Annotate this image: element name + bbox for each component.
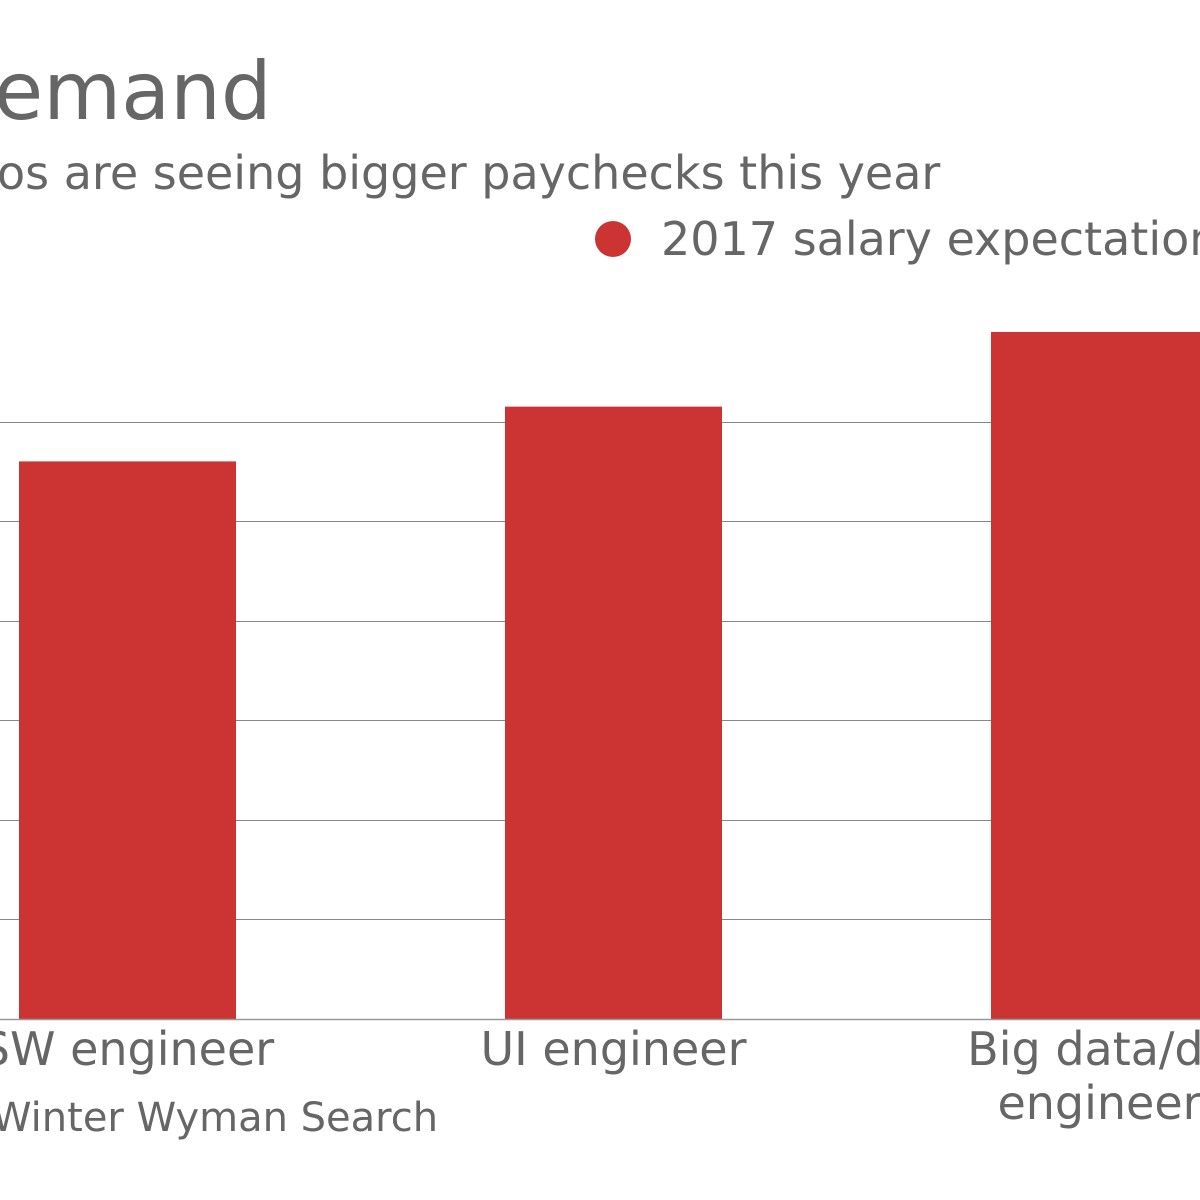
x-tick-label-2: Big data/daengineer bbox=[800, 1022, 1200, 1130]
bar-1 bbox=[505, 406, 722, 1019]
bar-2 bbox=[991, 331, 1200, 1019]
chart-subtitle: os are seeing bigger paychecks this year bbox=[0, 146, 941, 200]
source-note: Winter Wyman Search bbox=[0, 1095, 439, 1141]
x-tick-line: Big data/da bbox=[967, 1022, 1200, 1076]
legend: 2017 salary expectation bbox=[595, 214, 1200, 264]
legend-label: 2017 salary expectation bbox=[661, 212, 1200, 266]
x-tick-label-0: SW engineer bbox=[0, 1022, 428, 1076]
chart-title: emand bbox=[0, 45, 272, 138]
x-tick-line: engineer bbox=[997, 1076, 1200, 1130]
x-tick-label-1: UI engineer bbox=[314, 1022, 914, 1076]
legend-marker bbox=[595, 221, 631, 257]
x-tick-line: UI engineer bbox=[480, 1022, 747, 1076]
x-tick-line: SW engineer bbox=[0, 1022, 275, 1076]
bar-0 bbox=[19, 461, 236, 1019]
